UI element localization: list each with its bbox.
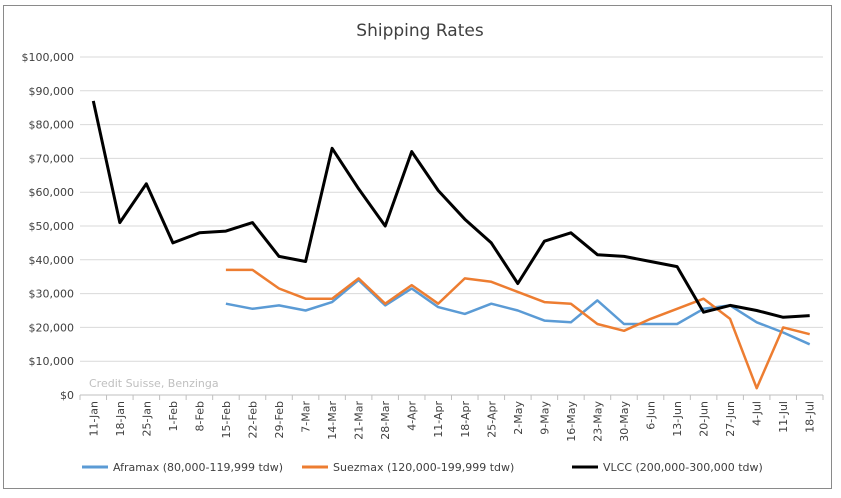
y-tick-label: $10,000 — [29, 355, 75, 368]
series-line-aframax — [225, 278, 811, 346]
legend-item: Suezmax (120,000-199,999 tdw) — [302, 461, 514, 474]
x-tick-label: 20-Jun — [698, 401, 711, 437]
source-note: Credit Suisse, Benzinga — [89, 377, 219, 390]
x-tick-label: 25-Apr — [485, 401, 498, 438]
y-tick-label: $100,000 — [22, 51, 75, 64]
y-tick-label: $80,000 — [29, 119, 75, 132]
x-tick-label: 22-Feb — [246, 401, 259, 438]
x-tick-label: 4-Apr — [406, 401, 419, 431]
series-line-vlcc — [91, 100, 810, 319]
x-tick-label: 29-Feb — [273, 401, 286, 438]
y-tick-label: $40,000 — [29, 254, 75, 267]
y-tick-label: $50,000 — [29, 220, 75, 233]
x-tick-label: 18-Jan — [114, 401, 127, 437]
y-tick-label: $70,000 — [29, 152, 75, 165]
x-tick-label: 18-Apr — [459, 401, 472, 438]
x-tick-label: 15-Feb — [220, 401, 233, 438]
y-tick-label: $90,000 — [29, 85, 75, 98]
x-tick-label: 18-Jul — [804, 401, 817, 433]
legend-item: Aframax (80,000-119,999 tdw) — [82, 461, 283, 474]
series-line-suezmax — [225, 268, 811, 390]
x-tick-label: 14-Mar — [326, 401, 339, 440]
x-tick-label: 11-Jul — [777, 401, 790, 433]
x-tick-label: 30-May — [618, 401, 631, 442]
legend-label: VLCC (200,000-300,000 tdw) — [603, 461, 763, 474]
y-tick-label: $60,000 — [29, 186, 75, 199]
x-tick-label: 6-Jun — [645, 401, 658, 430]
x-tick-label: 13-Jun — [671, 401, 684, 437]
y-tick-label: $30,000 — [29, 288, 75, 301]
x-tick-label: 2-May — [512, 401, 525, 435]
x-tick-label: 8-Feb — [193, 401, 206, 431]
chart-title: Shipping Rates — [356, 21, 484, 41]
x-tick-label: 7-Mar — [300, 401, 313, 433]
chart-frame — [3, 5, 832, 489]
x-tick-label: 21-Mar — [353, 401, 366, 440]
y-tick-label: $0 — [60, 389, 74, 402]
x-tick-label: 9-May — [538, 401, 551, 435]
legend-label: Aframax (80,000-119,999 tdw) — [113, 461, 283, 474]
x-tick-label: 16-May — [565, 401, 578, 442]
x-tick-label: 11-Jan — [87, 401, 100, 437]
x-tick-label: 28-Mar — [379, 401, 392, 440]
x-tick-label: 1-Feb — [167, 401, 180, 431]
x-tick-label: 4-Jul — [751, 401, 764, 426]
x-tick-label: 23-May — [591, 401, 604, 442]
x-tick-label: 27-Jun — [724, 401, 737, 437]
x-tick-label: 11-Apr — [432, 401, 445, 438]
x-tick-label: 25-Jan — [140, 401, 153, 437]
y-tick-label: $20,000 — [29, 321, 75, 334]
legend-label: Suezmax (120,000-199,999 tdw) — [333, 461, 514, 474]
legend-item: VLCC (200,000-300,000 tdw) — [572, 461, 763, 474]
